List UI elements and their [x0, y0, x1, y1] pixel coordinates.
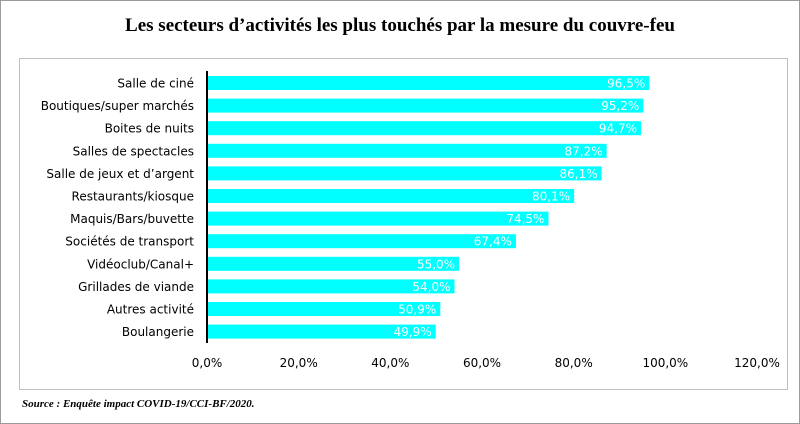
x-tick-label: 60,0%	[463, 356, 501, 370]
category-label: Grillades de viande	[78, 280, 194, 294]
x-tick-label: 40,0%	[371, 356, 409, 370]
bar	[207, 324, 436, 339]
category-label: Vidéoclub/Canal+	[87, 257, 194, 271]
category-label: Sociétés de transport	[65, 235, 194, 249]
category-label: Boutiques/super marchés	[41, 99, 194, 113]
data-label: 74,5%	[506, 212, 544, 226]
bar	[207, 76, 650, 90]
data-label: 80,1%	[532, 190, 570, 204]
data-label: 94,7%	[599, 122, 637, 136]
bar	[207, 166, 602, 181]
category-label: Boites de nuits	[105, 122, 194, 136]
bar	[207, 211, 549, 226]
data-label: 87,2%	[565, 144, 603, 158]
data-label: 50,9%	[398, 303, 436, 317]
bar	[207, 279, 455, 294]
category-label: Salles de spectacles	[73, 144, 194, 158]
data-label: 54,0%	[412, 280, 450, 294]
bar	[207, 121, 642, 136]
bar-chart: 96,5% Salle de ciné 95,2% Boutiques/super m…	[41, 71, 780, 370]
category-label: Restaurants/kiosque	[72, 190, 194, 204]
x-tick-label: 80,0%	[555, 356, 593, 370]
bar	[207, 98, 644, 113]
data-label: 95,2%	[601, 99, 639, 113]
data-label: 49,9%	[394, 325, 432, 339]
category-label: Maquis/Bars/buvette	[70, 212, 194, 226]
bar	[207, 234, 516, 249]
x-tick-label: 0,0%	[192, 356, 223, 370]
data-label: 86,1%	[560, 167, 598, 181]
category-label: Salle de jeux et d’argent	[46, 167, 194, 181]
data-label: 67,4%	[474, 235, 512, 249]
category-label: Salle de ciné	[117, 77, 194, 91]
source-note: Source : Enquête impact COVID-19/CCI-BF/…	[22, 398, 255, 410]
bar	[207, 302, 441, 316]
x-tick-label: 100,0%	[642, 356, 688, 370]
chart-title: Les secteurs d’activités les plus touché…	[125, 15, 675, 36]
x-tick-label: 120,0%	[734, 356, 780, 370]
data-label: 96,5%	[607, 77, 645, 91]
bar	[207, 256, 460, 271]
chart-area: 96,5% Salle de ciné 95,2% Boutiques/super m…	[19, 58, 788, 390]
bar	[207, 189, 575, 203]
x-tick-label: 20,0%	[280, 356, 318, 370]
data-label: 55,0%	[417, 257, 455, 271]
bar	[207, 143, 607, 158]
category-label: Boulangerie	[122, 325, 194, 339]
category-label: Autres activité	[107, 303, 194, 317]
